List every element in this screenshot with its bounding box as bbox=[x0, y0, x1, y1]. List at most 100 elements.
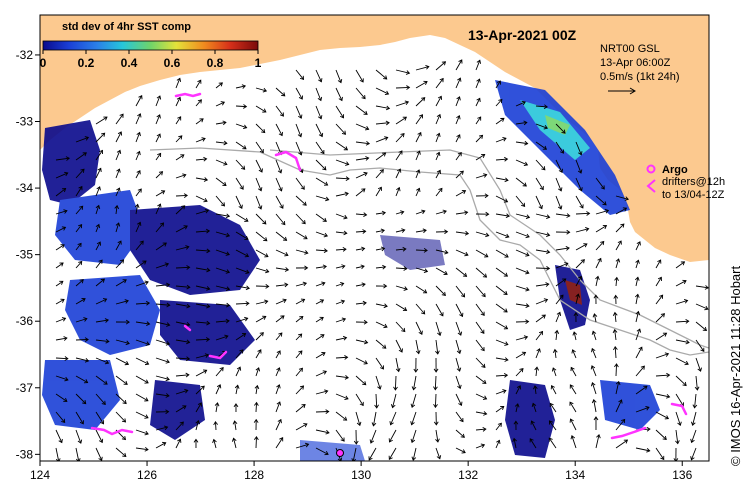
current-arrow bbox=[575, 243, 588, 251]
current-arrow bbox=[375, 122, 390, 125]
current-arrow-head bbox=[403, 286, 408, 291]
current-arrow bbox=[495, 213, 510, 217]
current-arrow bbox=[235, 105, 247, 108]
current-arrow bbox=[295, 298, 305, 305]
current-arrow bbox=[355, 172, 368, 179]
current-arrow-head bbox=[411, 456, 417, 461]
current-arrow bbox=[411, 411, 417, 425]
current-arrow bbox=[315, 429, 330, 434]
current-arrow-head bbox=[534, 366, 540, 371]
current-arrow bbox=[475, 444, 485, 449]
current-arrow-head bbox=[81, 298, 86, 303]
current-arrow bbox=[435, 170, 441, 179]
current-arrow-head bbox=[105, 338, 110, 344]
current-arrow bbox=[695, 321, 707, 331]
current-arrow bbox=[115, 187, 120, 197]
current-arrow-head bbox=[183, 225, 188, 230]
current-arrow-head bbox=[222, 120, 227, 126]
current-arrow-head bbox=[682, 279, 687, 285]
current-arrow-head bbox=[436, 169, 441, 175]
current-arrow bbox=[295, 385, 304, 395]
current-arrow bbox=[235, 177, 244, 190]
current-arrow bbox=[155, 442, 166, 449]
current-arrow bbox=[595, 258, 602, 269]
current-arrow-head bbox=[340, 299, 346, 305]
current-arrow-head bbox=[660, 455, 665, 461]
current-arrow bbox=[275, 123, 283, 136]
current-arrow-head bbox=[321, 281, 326, 286]
current-arrow-head bbox=[362, 229, 367, 234]
current-arrow bbox=[535, 123, 548, 129]
current-arrow-head bbox=[422, 289, 428, 294]
current-arrow-head bbox=[284, 252, 289, 257]
current-arrow-head bbox=[401, 228, 406, 233]
current-arrow bbox=[335, 300, 345, 305]
current-arrow-head bbox=[571, 349, 576, 354]
current-arrow-head bbox=[344, 191, 349, 197]
current-arrow-head bbox=[498, 98, 503, 104]
current-arrow bbox=[275, 249, 289, 256]
current-arrow bbox=[455, 285, 465, 298]
current-arrow-head bbox=[344, 355, 349, 360]
current-arrow bbox=[135, 113, 141, 125]
current-arrow-head bbox=[144, 379, 149, 384]
current-arrow-head bbox=[600, 185, 605, 190]
current-arrow bbox=[95, 339, 109, 343]
current-arrow bbox=[551, 385, 557, 395]
current-arrow bbox=[135, 411, 149, 419]
current-arrow-head bbox=[513, 420, 519, 425]
current-arrow bbox=[75, 168, 85, 179]
current-arrow-head bbox=[220, 101, 226, 106]
current-arrow-head bbox=[417, 131, 422, 137]
current-arrow-head bbox=[359, 401, 364, 407]
current-arrow-head bbox=[460, 433, 465, 438]
current-time-label: 13-Apr 06:00Z bbox=[600, 57, 671, 69]
current-arrow-head bbox=[116, 187, 121, 192]
current-arrow bbox=[635, 277, 639, 287]
current-arrow-head bbox=[690, 421, 696, 426]
current-arrow-head bbox=[504, 156, 509, 162]
current-arrow-head bbox=[604, 208, 610, 214]
current-arrow bbox=[355, 230, 366, 233]
current-arrow bbox=[55, 280, 64, 287]
current-arrow-head bbox=[612, 328, 618, 334]
current-arrow bbox=[575, 276, 582, 287]
current-arrow bbox=[515, 303, 529, 307]
current-arrow bbox=[595, 177, 605, 190]
current-arrow bbox=[595, 225, 607, 233]
current-arrow-head bbox=[244, 253, 250, 258]
current-arrow bbox=[455, 77, 461, 89]
current-arrow-head bbox=[664, 352, 670, 357]
current-arrow-head bbox=[542, 145, 548, 150]
current-arrow bbox=[415, 150, 421, 161]
current-arrow-head bbox=[324, 389, 329, 394]
current-arrow bbox=[495, 390, 507, 395]
current-arrow-head bbox=[543, 125, 549, 130]
current-arrow-head bbox=[457, 384, 462, 390]
current-arrow-head bbox=[523, 120, 528, 126]
current-arrow-head bbox=[404, 100, 410, 106]
current-arrow-head bbox=[504, 357, 509, 362]
current-arrow bbox=[655, 277, 662, 287]
current-arrow bbox=[535, 141, 547, 150]
current-arrow bbox=[295, 123, 302, 137]
current-arrow bbox=[495, 406, 505, 413]
current-arrow bbox=[215, 320, 230, 323]
current-arrow bbox=[115, 339, 130, 344]
current-arrow-head bbox=[541, 166, 546, 171]
current-arrow-head bbox=[368, 456, 373, 461]
current-arrow-head bbox=[503, 198, 509, 203]
current-arrow bbox=[255, 332, 264, 341]
current-arrow-head bbox=[119, 259, 125, 264]
current-arrow-head bbox=[480, 311, 485, 316]
current-arrow bbox=[135, 188, 142, 197]
current-arrow bbox=[315, 213, 327, 222]
current-arrow-head bbox=[579, 204, 584, 209]
current-arrow bbox=[355, 375, 367, 386]
current-arrow bbox=[572, 349, 577, 359]
current-arrow-head bbox=[546, 214, 551, 220]
current-arrow bbox=[395, 285, 408, 290]
current-arrow bbox=[355, 247, 365, 251]
current-arrow bbox=[95, 168, 102, 179]
current-arrow bbox=[695, 303, 709, 310]
